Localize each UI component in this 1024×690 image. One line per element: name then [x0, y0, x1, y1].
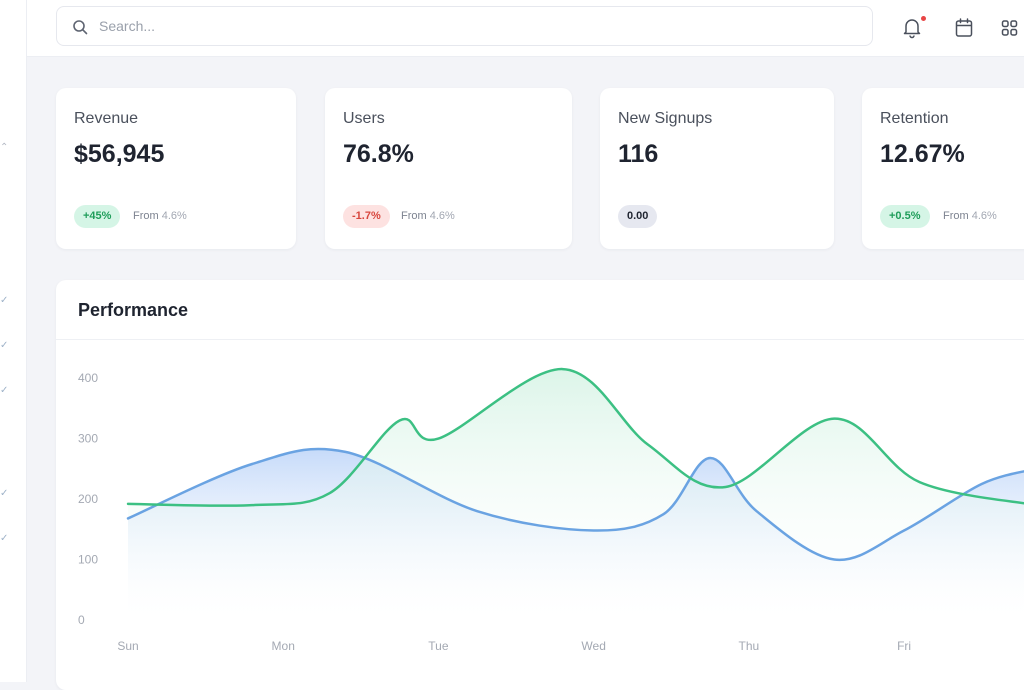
trend-badge: 0.00 — [618, 205, 658, 228]
from-label: From — [133, 210, 159, 222]
card-title: Revenue — [74, 110, 139, 127]
green-series-area — [128, 369, 1024, 620]
y-axis-tick-label: 400 — [78, 371, 98, 385]
x-axis-tick-label: Wed — [581, 639, 605, 653]
check-icon: ✓ — [0, 488, 9, 499]
from-value: 4.6% — [161, 210, 187, 222]
search-input[interactable] — [99, 13, 839, 39]
calendar-icon[interactable] — [954, 17, 974, 39]
apps-grid-icon[interactable] — [1000, 17, 1020, 39]
y-axis-tick-label: 200 — [78, 492, 98, 506]
card-value: 76.8% — [343, 140, 414, 168]
performance-chart: 0 100 200 300 400 Sun Mon Tue Wed Thu Fri — [78, 367, 1024, 653]
card-value: $56,945 — [74, 140, 165, 168]
x-axis-tick-label: Fri — [897, 639, 911, 653]
check-icon: ✓ — [0, 385, 9, 396]
from-value: 4.6% — [971, 210, 997, 222]
divider — [56, 339, 1024, 340]
comparison-text: From 4.6% — [401, 210, 455, 222]
card-value: 116 — [618, 140, 659, 168]
check-icon: ✓ — [0, 295, 9, 306]
card-title: Users — [343, 110, 385, 127]
sidebar: ⌃ ✓ ✓ ✓ ✓ ✓ — [0, 0, 27, 682]
x-axis-tick-label: Tue — [428, 639, 449, 653]
from-label: From — [943, 210, 969, 222]
panel-title: Performance — [78, 300, 189, 320]
chevron-up-icon[interactable]: ⌃ — [0, 142, 9, 153]
trend-badge: +0.5% — [880, 205, 930, 228]
y-axis-tick-label: 300 — [78, 432, 98, 446]
check-icon: ✓ — [0, 533, 9, 544]
comparison-text: From 4.6% — [943, 210, 997, 222]
trend-badge: -1.7% — [343, 205, 390, 228]
comparison-text: From 4.6% — [133, 210, 187, 222]
from-label: From — [401, 210, 427, 222]
y-axis-tick-label: 100 — [78, 553, 98, 567]
from-value: 4.6% — [429, 210, 455, 222]
stat-card-new-signups: New Signups 116 0.00 — [600, 88, 834, 249]
performance-panel: Performance 0 100 200 300 400 Sun Mon Tue Wed Thu… — [56, 280, 1024, 690]
bell-icon[interactable] — [902, 17, 922, 39]
card-title: Retention — [880, 110, 949, 127]
search-icon — [73, 20, 88, 35]
top-bar — [27, 0, 1024, 57]
x-axis-tick-label: Thu — [739, 639, 760, 653]
green-series-line — [126, 367, 1024, 507]
card-title: New Signups — [618, 110, 713, 127]
stat-card-users: Users 76.8% -1.7% From 4.6% — [325, 88, 572, 249]
y-axis-tick-label: 0 — [78, 613, 85, 627]
x-axis-tick-label: Sun — [117, 639, 138, 653]
blue-series-line — [126, 447, 1024, 562]
stat-card-retention: Retention 12.67% +0.5% From 4.6% — [862, 88, 1024, 249]
check-icon: ✓ — [0, 340, 9, 351]
card-value: 12.67% — [880, 140, 965, 168]
notification-dot — [921, 16, 926, 21]
trend-badge: +45% — [74, 205, 121, 228]
search-box[interactable] — [56, 6, 873, 46]
stat-card-revenue: Revenue $56,945 +45% From 4.6% — [56, 88, 296, 249]
x-axis-tick-label: Mon — [272, 639, 295, 653]
